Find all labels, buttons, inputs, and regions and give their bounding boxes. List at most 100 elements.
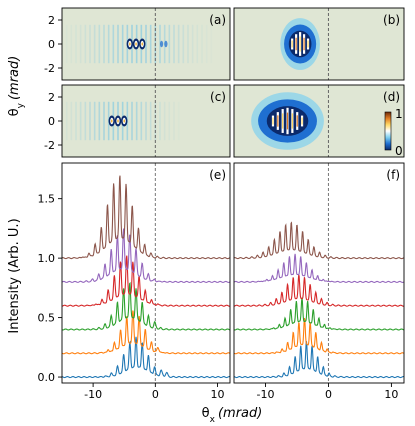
fringe-stripe	[103, 101, 105, 141]
series-line-5	[62, 228, 230, 283]
panel-f-lineplot: (f) -10 0 10	[233, 162, 405, 401]
series-line-1	[234, 341, 404, 379]
series-line-4	[62, 255, 230, 307]
blob-fringe-peak	[272, 117, 274, 125]
series-line-6	[62, 175, 230, 260]
fringe-stripe	[84, 24, 87, 64]
panel-frame	[233, 84, 405, 158]
bright-spot-peak	[135, 42, 137, 46]
bright-spot-peak	[141, 42, 144, 46]
fringe-stripe	[145, 24, 147, 64]
series-line-2	[62, 310, 230, 355]
fringe-stripe	[79, 24, 82, 64]
fringe-stripe	[89, 101, 91, 141]
y-axis-label-top: θy(mrad)	[7, 56, 26, 117]
fringe-stripe	[112, 24, 115, 64]
fringe-stripe	[93, 24, 96, 64]
series-line-5	[234, 253, 404, 283]
fringe-stripe	[173, 24, 175, 64]
blob-fringe-peak	[286, 112, 289, 130]
fringe-stripe	[201, 24, 203, 64]
panel-c-heatmap: (c) 2 0 -2	[44, 84, 231, 158]
fringe-stripe	[75, 24, 77, 64]
fringe-stripe	[211, 25, 213, 63]
x-tick-label: 10	[211, 388, 225, 401]
fringe-stripe	[117, 24, 119, 64]
panel-a-heatmap: (a) 2 0 -2	[44, 7, 231, 81]
fringe-stripe	[145, 101, 147, 141]
x-tick-label: -10	[256, 388, 274, 401]
fringe-stripe	[196, 24, 199, 64]
x-axis-label: θx (mrad)	[202, 406, 263, 425]
y-tick-label: 1.0	[38, 252, 56, 265]
fringe-stripe	[159, 101, 161, 141]
side-spot	[164, 40, 168, 48]
bright-spot-peak	[117, 119, 119, 123]
plot-background	[234, 163, 404, 383]
fringe-stripe	[168, 24, 171, 64]
fringe-stripe	[103, 24, 105, 64]
x-tick-label: 0	[152, 388, 159, 401]
blob-fringe-peak	[277, 115, 279, 127]
series-line-2	[234, 317, 404, 355]
panel-label: (d)	[383, 90, 400, 104]
blob-fringe-peak	[301, 117, 303, 125]
panel-frame	[233, 162, 405, 384]
series-line-1	[62, 336, 230, 379]
y-tick-label: -2	[44, 139, 55, 152]
blob-fringe-peak	[307, 40, 309, 48]
blob-fringe-peak	[303, 37, 305, 51]
panel-b-heatmap: (b)	[233, 7, 405, 81]
fringe-stripe	[89, 24, 91, 64]
fringe-stripe	[149, 101, 152, 141]
colorbar-min-label: 0	[395, 144, 403, 158]
series-line-4	[234, 274, 404, 307]
y-tick-label: 2	[48, 91, 55, 104]
fringe-stripe	[70, 24, 73, 64]
series-line-3	[234, 297, 404, 331]
fringe-stripe	[182, 24, 185, 64]
y-tick-label: 2	[48, 14, 55, 27]
panel-label: (a)	[209, 13, 226, 27]
fringe-stripe	[149, 24, 152, 64]
plot-background	[62, 163, 230, 383]
x-tick-label: 0	[325, 388, 332, 401]
panel-e-lineplot: (e) -10 0 10 0.0 0.5 1.0 1.5	[38, 162, 231, 401]
fringe-stripe	[98, 24, 101, 64]
fringe-stripe	[98, 101, 101, 141]
panel-label: (e)	[209, 168, 226, 182]
panel-label: (f)	[386, 168, 400, 182]
bright-spot-peak	[129, 42, 131, 46]
blob-fringe-peak	[291, 40, 293, 48]
heatmap-background	[62, 85, 230, 157]
blob-fringe-peak	[282, 113, 284, 129]
fringe-stripe	[131, 101, 133, 141]
fringe-stripe	[140, 101, 143, 141]
fringe-stripe	[84, 101, 87, 141]
fringe-stripe	[65, 101, 68, 141]
fringe-stripe	[187, 24, 189, 64]
panel-label: (b)	[383, 13, 400, 27]
y-tick-label: 0	[48, 38, 55, 51]
fringe-stripe	[191, 24, 194, 64]
blob-fringe-peak	[291, 113, 293, 129]
panel-frame	[233, 7, 405, 81]
y-tick-label: -2	[44, 62, 55, 75]
fringe-stripe	[163, 101, 166, 141]
blob-fringe-peak	[295, 37, 297, 51]
panel-frame	[61, 162, 231, 384]
fringe-stripe	[121, 24, 124, 64]
panel-d-heatmap: (d) 1 0	[233, 84, 405, 158]
fringe-stripe	[135, 101, 138, 141]
series-line-6	[234, 221, 404, 260]
fringe-stripe	[70, 101, 73, 141]
bright-spot-peak	[110, 119, 113, 123]
fringe-stripe	[178, 102, 180, 140]
fringe-stripe	[93, 101, 96, 141]
y-tick-label: 0.5	[38, 312, 56, 325]
colorbar-max-label: 1	[395, 107, 403, 121]
blob-fringe-peak	[299, 36, 301, 52]
fringe-stripe	[65, 24, 68, 64]
fringe-stripe	[205, 24, 208, 64]
